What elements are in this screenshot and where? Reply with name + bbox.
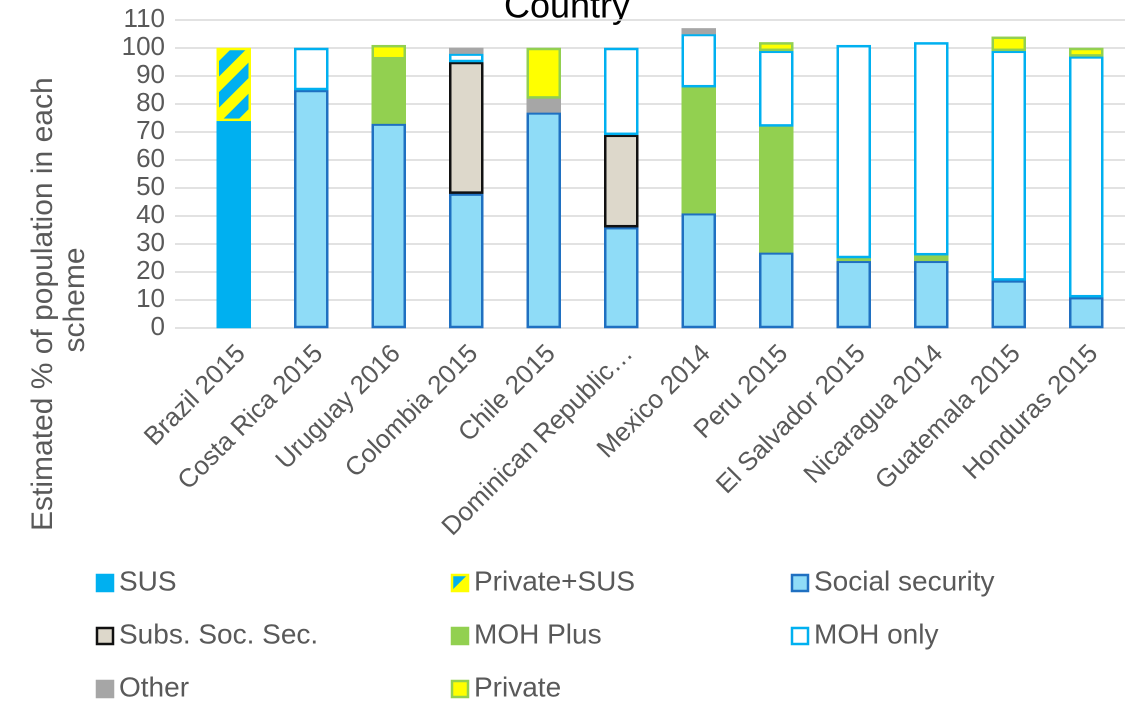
bar-segment (991, 36, 1026, 52)
legend-swatch (450, 626, 470, 646)
y-axis-label-line: scheme (58, 247, 91, 352)
bar-segment (449, 53, 484, 63)
bar-segment (216, 47, 251, 122)
y-tick-label: 100 (122, 31, 165, 61)
y-tick-label: 70 (136, 115, 165, 145)
y-axis-label-line: Estimated % of population in each (26, 77, 59, 531)
x-tick-label: Colombia 2015 (338, 338, 483, 483)
bar-segment (914, 42, 949, 256)
bar-segment (836, 44, 871, 259)
bar-segment (216, 120, 251, 329)
y-tick-label: 90 (136, 59, 165, 89)
bar-segment (526, 98, 561, 113)
y-tick-label: 20 (136, 255, 165, 285)
legend-swatch (95, 626, 115, 646)
bar-segment (914, 254, 949, 262)
y-tick-label: 0 (151, 311, 165, 341)
y-tick-label: 30 (136, 227, 165, 257)
bar-segment (294, 89, 329, 329)
x-tick-label: Honduras 2015 (956, 338, 1103, 485)
y-tick-label: 40 (136, 199, 165, 229)
bar-segment (526, 47, 561, 99)
legend-swatch (450, 679, 470, 699)
legend-swatch (790, 573, 810, 593)
legend-label: Subs. Soc. Sec. (119, 618, 318, 649)
legend-label: Private+SUS (474, 565, 635, 596)
bar-segment (836, 257, 871, 262)
legend-label: SUS (119, 565, 177, 596)
bar-segment (1069, 56, 1104, 298)
y-tick-label: 80 (136, 87, 165, 117)
bar-segment (604, 47, 639, 136)
bar-segment (449, 193, 484, 329)
bar-segment (371, 44, 406, 60)
legend-label: Social security (814, 565, 995, 596)
bar-segment (991, 280, 1026, 329)
bar-segment (759, 42, 794, 52)
y-tick-label: 10 (136, 283, 165, 313)
bar-segment (449, 47, 484, 54)
legend-label: MOH only (814, 618, 938, 649)
bar-segment (759, 126, 794, 253)
bar-segment (371, 58, 406, 124)
legend-swatch (95, 679, 115, 699)
bar-segment (759, 252, 794, 329)
x-tick-label: Nicaragua 2014 (797, 338, 948, 489)
bar-segment (681, 86, 716, 214)
legend-label: Private (474, 671, 561, 702)
y-tick-label: 110 (124, 3, 165, 33)
legend-swatch (790, 626, 810, 646)
bar-segment (914, 260, 949, 329)
y-axis-label: Estimated % of population in each scheme (26, 69, 91, 531)
y-tick-label: 50 (136, 171, 165, 201)
legend-swatch (95, 573, 115, 593)
bar-segment (759, 50, 794, 127)
chart-title: Country (504, 0, 630, 26)
legend-label: Other (119, 671, 189, 702)
y-tick-label: 60 (136, 143, 165, 173)
legend-swatch (450, 573, 470, 593)
bar-segment (836, 260, 871, 329)
bar-segment (681, 212, 716, 329)
bar-segment (604, 134, 639, 228)
bar-segment (681, 33, 716, 88)
bar-segment (1069, 296, 1104, 329)
bar-segment (294, 47, 329, 91)
bar-segment (371, 123, 406, 329)
legend-label: MOH Plus (474, 618, 602, 649)
bar-segment (1069, 47, 1104, 57)
bar-segment (526, 112, 561, 329)
bar-segment (991, 50, 1026, 281)
bar-segment (449, 61, 484, 194)
bar-segment (681, 28, 716, 35)
bar-segment (604, 226, 639, 329)
